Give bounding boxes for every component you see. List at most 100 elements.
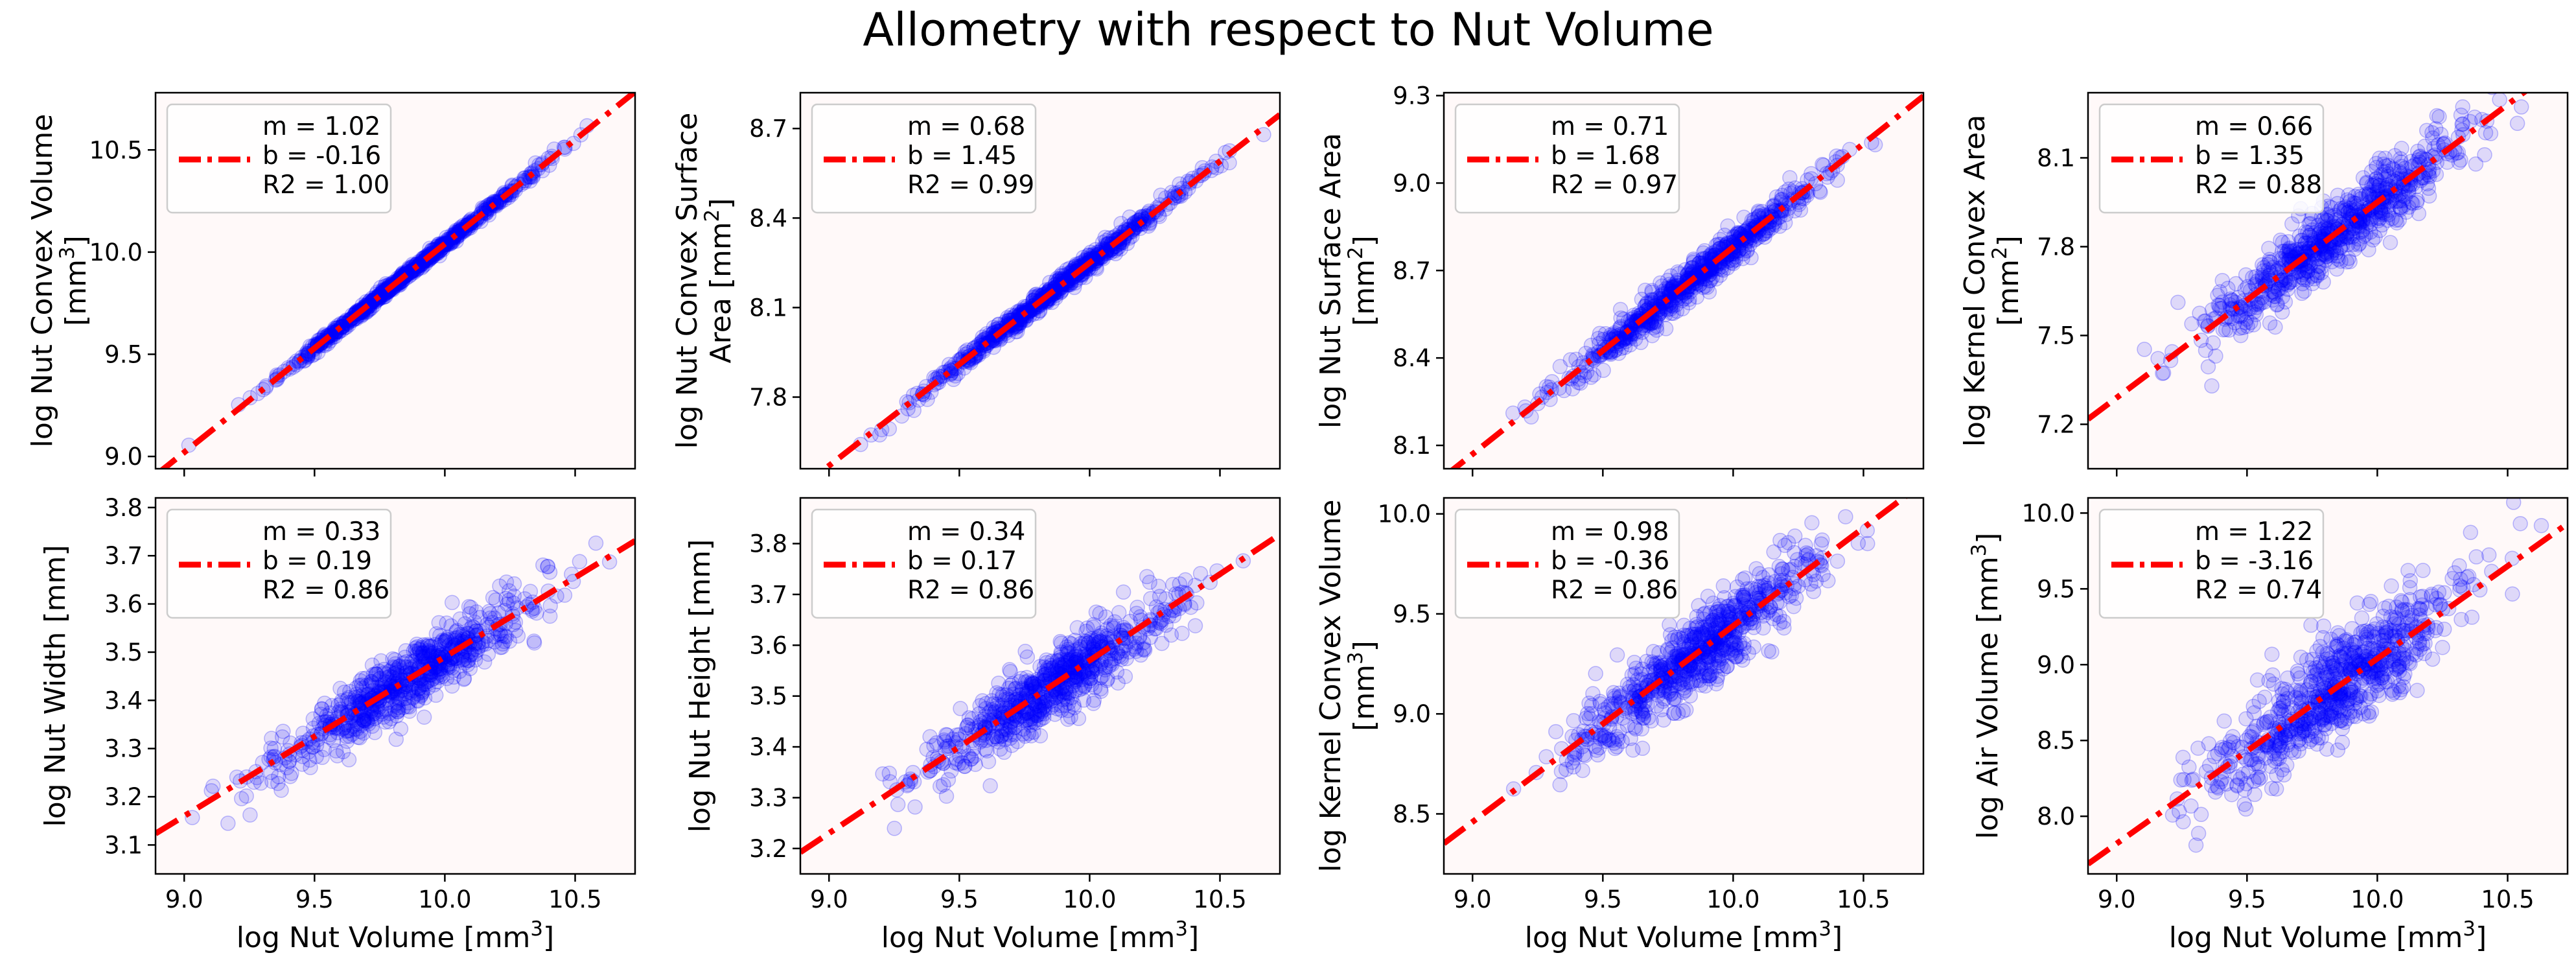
scatter-point (1781, 182, 1797, 197)
scatter-point (2513, 99, 2529, 115)
y-tick-label: 7.2 (2037, 410, 2075, 438)
legend-entry: b = 0.17 (907, 547, 1017, 576)
scatter-point (2483, 126, 2499, 141)
x-tick-label: 9.5 (296, 886, 334, 913)
scatter-point (1548, 723, 1564, 740)
fit-line (159, 93, 635, 469)
scatter-point (334, 693, 350, 709)
scatter-point (242, 807, 258, 823)
scatter-point (1098, 659, 1113, 676)
scatter-point (572, 554, 588, 570)
y-axis-label: [mm2] (1344, 235, 1381, 326)
scatter-point (2361, 186, 2377, 202)
scatter-point (588, 535, 604, 551)
scatter-point (1663, 301, 1678, 317)
legend-box (166, 103, 392, 214)
scatter-point (517, 591, 533, 607)
scatter-point (1089, 261, 1105, 277)
scatter-point (1695, 279, 1711, 295)
y-tick-label: 3.6 (749, 631, 787, 659)
scatter-point (1656, 712, 1671, 728)
scatter-point (1076, 692, 1092, 708)
scatter-point (233, 791, 249, 806)
y-tick-label: 3.5 (749, 683, 787, 711)
scatter-point (1677, 290, 1693, 307)
scatter-point (1054, 686, 1071, 702)
scatter-point (2265, 292, 2280, 308)
scatter-point (1742, 237, 1758, 253)
scatter-point (1066, 279, 1082, 296)
y-axis-label: log Nut Width [mm] (39, 545, 72, 827)
scatter-point (1756, 226, 1771, 242)
scatter-point (1142, 574, 1157, 590)
scatter-point (220, 816, 236, 831)
scatter-point (1153, 187, 1168, 203)
scatter-point (1699, 279, 1715, 295)
scatter-point (1580, 705, 1595, 722)
scatter-point (1644, 327, 1660, 344)
scatter-point (317, 695, 332, 711)
scatter-point (557, 587, 573, 603)
scatter-point (1008, 680, 1024, 696)
scatter-point (1686, 251, 1702, 267)
legend-entry: R2 = 0.86 (262, 576, 389, 605)
scatter-point (461, 605, 478, 622)
legend-entry: b = 0.19 (262, 547, 372, 576)
scatter-point (1552, 359, 1568, 375)
legend-entry: R2 = 0.99 (907, 170, 1034, 200)
scatter-point (907, 799, 923, 815)
x-tick-label: 9.0 (810, 886, 848, 913)
scatter-point (1172, 176, 1187, 192)
legend-entry: b = 1.68 (1551, 141, 1660, 170)
scatter-point (1174, 626, 1190, 641)
scatter-point (1838, 509, 1853, 524)
scatter-point (1570, 375, 1586, 390)
scatter-point (922, 729, 938, 745)
scatter-point (1092, 605, 1108, 621)
y-tick-label: 3.7 (749, 581, 787, 609)
scatter-point (1860, 535, 1875, 552)
scatter-point (1301, 512, 1315, 526)
scatter-point (404, 654, 419, 670)
scatter-point (998, 722, 1014, 738)
legend-entry: R2 = 0.88 (2195, 170, 2322, 200)
scatter-point (1702, 247, 1718, 263)
scatter-point (1647, 313, 1663, 329)
scatter-point (2339, 192, 2355, 208)
y-axis-label: log Nut Surface Area (1314, 133, 1347, 429)
scatter-point (1735, 246, 1751, 262)
scatter-point (1663, 268, 1679, 284)
y-tick-label: 9.5 (104, 340, 143, 368)
scatter-point (1616, 311, 1632, 327)
scatter-point (1049, 652, 1065, 668)
scatter-point (1612, 301, 1629, 318)
scatter-point (1552, 777, 1568, 793)
scatter-point (2317, 214, 2333, 230)
scatter-point (1675, 301, 1690, 317)
scatter-point (1597, 325, 1614, 342)
scatter-point (1586, 367, 1602, 382)
scatter-point (1609, 647, 1625, 663)
scatter-point (1670, 264, 1686, 280)
axes-frame (154, 91, 636, 470)
scatter-point (364, 657, 380, 673)
y-tick-label: 3.1 (104, 831, 143, 859)
scatter-point (1685, 260, 1700, 276)
scatter-point (1583, 370, 1599, 385)
scatter-point (485, 590, 501, 605)
x-tick-label: 10.5 (548, 886, 601, 913)
scatter-point (1573, 375, 1588, 391)
scatter-point (1736, 209, 1752, 225)
scatter-point (1113, 215, 1129, 231)
y-axis-label: [mm3] (56, 235, 93, 326)
scatter-point (1691, 255, 1706, 272)
scatter-point (1658, 321, 1674, 336)
scatter-point (416, 709, 432, 725)
x-tick-label: 9.0 (165, 886, 203, 913)
